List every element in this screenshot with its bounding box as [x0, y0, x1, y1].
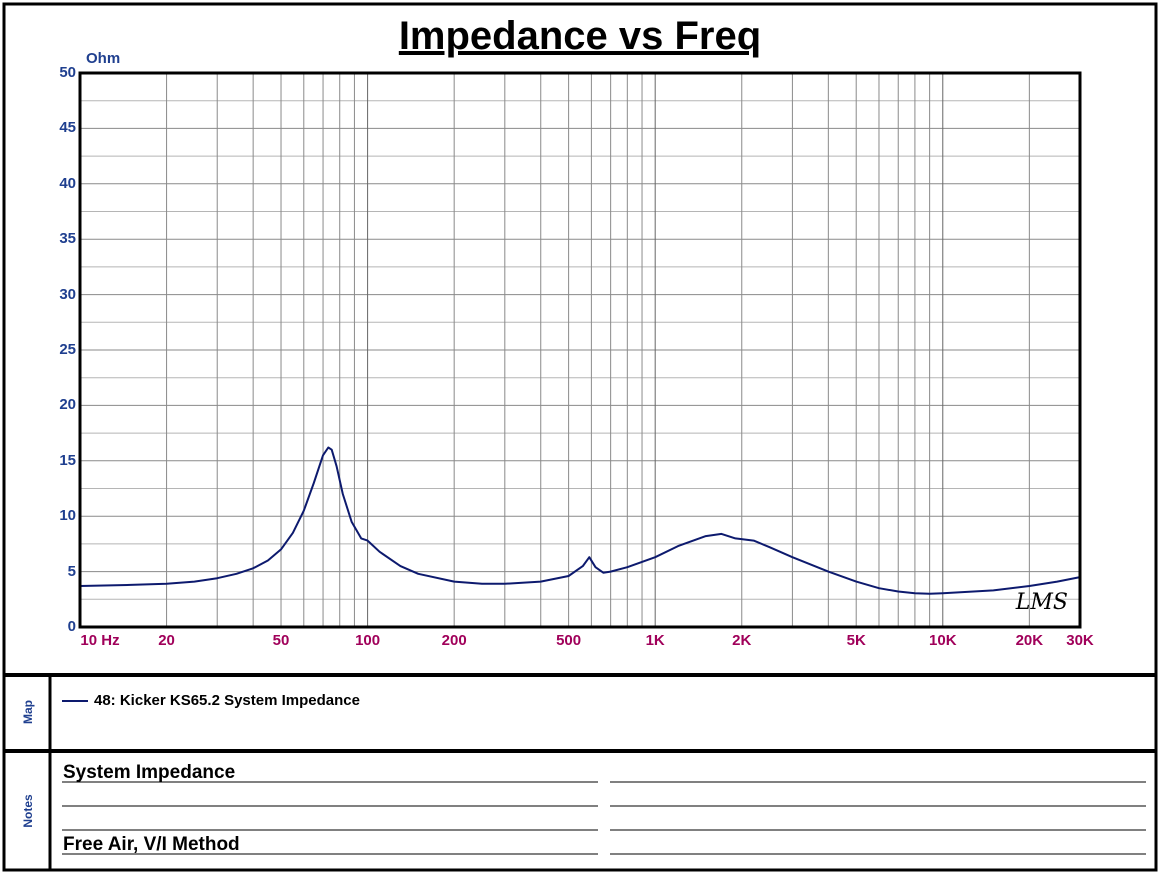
y-tick-label: 20 [59, 396, 76, 414]
plot-border [78, 71, 1082, 629]
map-section-label: Map [21, 700, 35, 724]
impedance-series-line [79, 446, 1081, 595]
notes-line-4: Free Air, V/I Method [63, 834, 240, 855]
x-tick-label: 100 [355, 632, 381, 649]
x-tick-label: 20 [158, 632, 175, 649]
y-tick-label: 5 [67, 562, 76, 580]
y-tick-label: 40 [59, 174, 76, 192]
y-tick-label: 35 [59, 230, 76, 248]
x-tick-label: 20K [1015, 632, 1044, 649]
legend-entry: 48: Kicker KS65.2 System Impedance [62, 692, 360, 709]
notes-line-1: System Impedance [63, 762, 236, 783]
plot-grid [79, 72, 1081, 628]
y-tick-label: 15 [59, 451, 76, 469]
y-axis-unit-label: Ohm [86, 50, 121, 67]
y-tick-label: 10 [59, 507, 76, 525]
y-tick-label: 45 [59, 119, 76, 137]
legend-swatch [62, 699, 88, 702]
lms-logo: LMS [1015, 590, 1068, 615]
x-tick-label: 10 Hz [80, 632, 120, 649]
x-tick-label: 50 [272, 632, 290, 649]
x-tick-label: 500 [556, 632, 582, 649]
chart-title: Impedance vs Freq [398, 14, 762, 58]
curve-layer [79, 446, 1081, 595]
y-tick-label: 50 [59, 64, 76, 81]
x-tick-label: 1K [645, 632, 665, 649]
x-tick-label: 10K [929, 632, 957, 649]
legend-entry-label: 48: Kicker KS65.2 System Impedance [94, 692, 360, 709]
y-tick-label: 25 [59, 341, 76, 358]
y-tick-label: 30 [59, 285, 76, 303]
notes-lines [62, 781, 1146, 855]
notes-section-label: Notes [21, 794, 35, 828]
x-tick-label: 200 [441, 632, 467, 649]
y-tick-label: 0 [67, 618, 76, 635]
x-tick-label: 30K [1066, 632, 1094, 649]
x-tick-label: 2K [732, 632, 752, 649]
x-tick-label: 5K [846, 632, 866, 649]
